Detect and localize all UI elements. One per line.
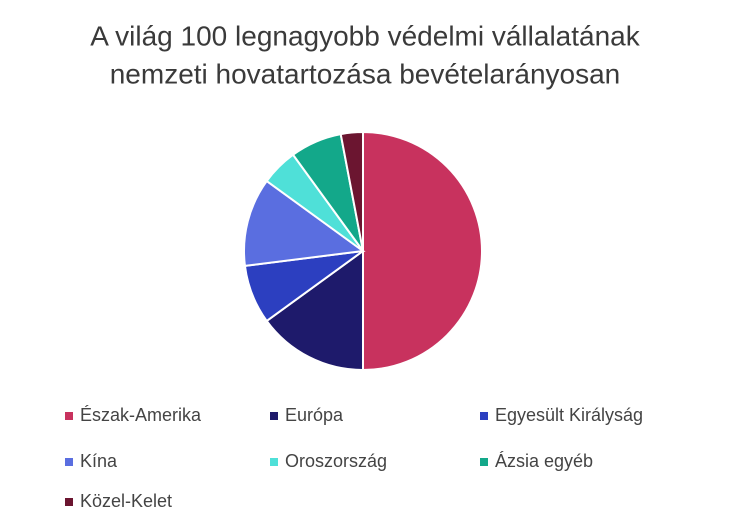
legend-label: Közel-Kelet	[80, 491, 172, 511]
legend-label: Oroszország	[285, 451, 387, 471]
legend-label: Kína	[80, 451, 118, 471]
legend-label: Észak-Amerika	[80, 405, 202, 425]
pie-slice	[243, 179, 366, 268]
pie-slice	[362, 130, 483, 372]
legend-marker	[270, 458, 278, 466]
legend-marker	[270, 412, 278, 420]
legend-marker	[65, 498, 73, 506]
chart-title: nemzeti hovatartozása bevételarányosan	[110, 58, 621, 89]
legend-marker	[480, 458, 488, 466]
chart-title: A világ 100 legnagyobb védelmi vállalatá…	[90, 20, 640, 51]
legend-label: Ázsia egyéb	[495, 451, 593, 471]
legend-marker	[480, 412, 488, 420]
legend-marker	[65, 458, 73, 466]
pie-slice	[265, 249, 364, 372]
legend-marker	[65, 412, 73, 420]
legend-label: Európa	[285, 405, 344, 425]
legend-label: Egyesült Királyság	[495, 405, 643, 425]
pie-slice	[339, 130, 364, 252]
